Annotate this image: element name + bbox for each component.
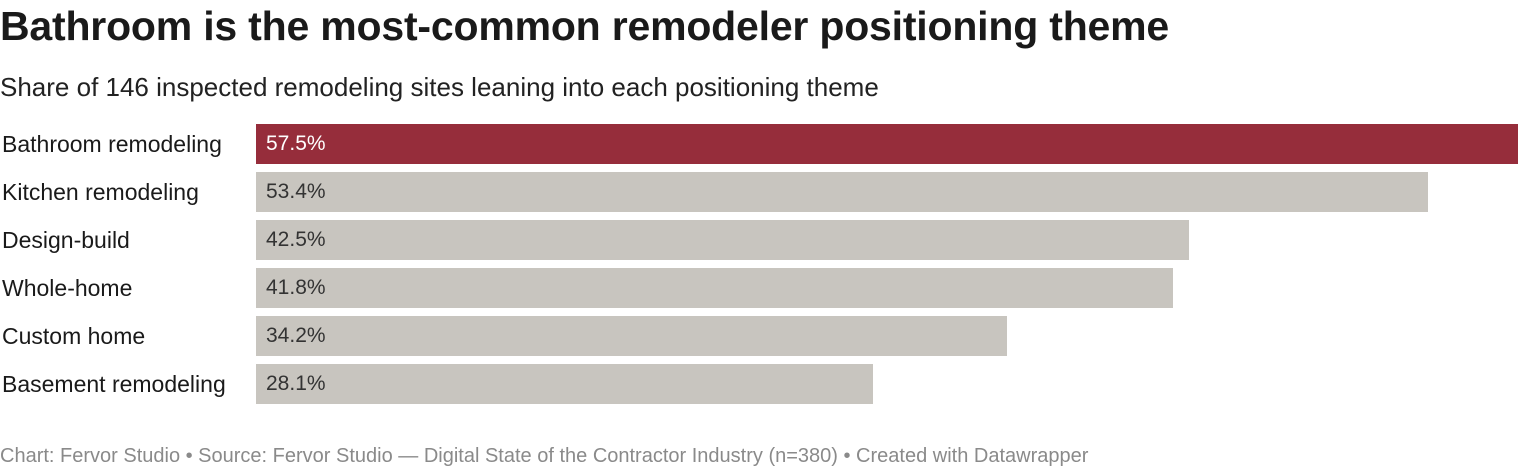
value-label: 53.4%	[266, 180, 326, 203]
category-label: Kitchen remodeling	[2, 179, 199, 205]
bar-chart: Bathroom remodeling 57.5% Kitchen remodeli…	[0, 124, 1520, 406]
category-label: Custom home	[2, 323, 146, 349]
chart-title: Bathroom is the most-common remodeler po…	[0, 3, 1170, 49]
category-label: Design-build	[2, 227, 130, 253]
bar-row: Basement remodeling 28.1%	[0, 364, 1520, 404]
chart-footer: Chart: Fervor Studio • Source: Fervor St…	[0, 445, 1089, 467]
value-label: 34.2%	[266, 324, 326, 347]
category-label: Whole-home	[2, 275, 133, 301]
bar-row: Custom home 34.2%	[0, 316, 1520, 356]
category-label: Basement remodeling	[2, 371, 226, 397]
bar	[256, 124, 1518, 164]
bar	[256, 364, 873, 404]
bar	[256, 268, 1173, 308]
value-label: 41.8%	[266, 276, 326, 299]
category-label: Bathroom remodeling	[2, 131, 222, 157]
value-label: 57.5%	[266, 132, 326, 155]
bar	[256, 220, 1189, 260]
bar-row: Whole-home 41.8%	[0, 268, 1520, 308]
bar-row: Kitchen remodeling 53.4%	[0, 172, 1520, 212]
chart-subtitle: Share of 146 inspected remodeling sites …	[0, 72, 879, 102]
value-label: 28.1%	[266, 372, 326, 395]
bar-row: Design-build 42.5%	[0, 220, 1520, 260]
bar-row: Bathroom remodeling 57.5%	[0, 124, 1520, 164]
bar	[256, 172, 1428, 212]
bar	[256, 316, 1007, 356]
value-label: 42.5%	[266, 228, 326, 251]
